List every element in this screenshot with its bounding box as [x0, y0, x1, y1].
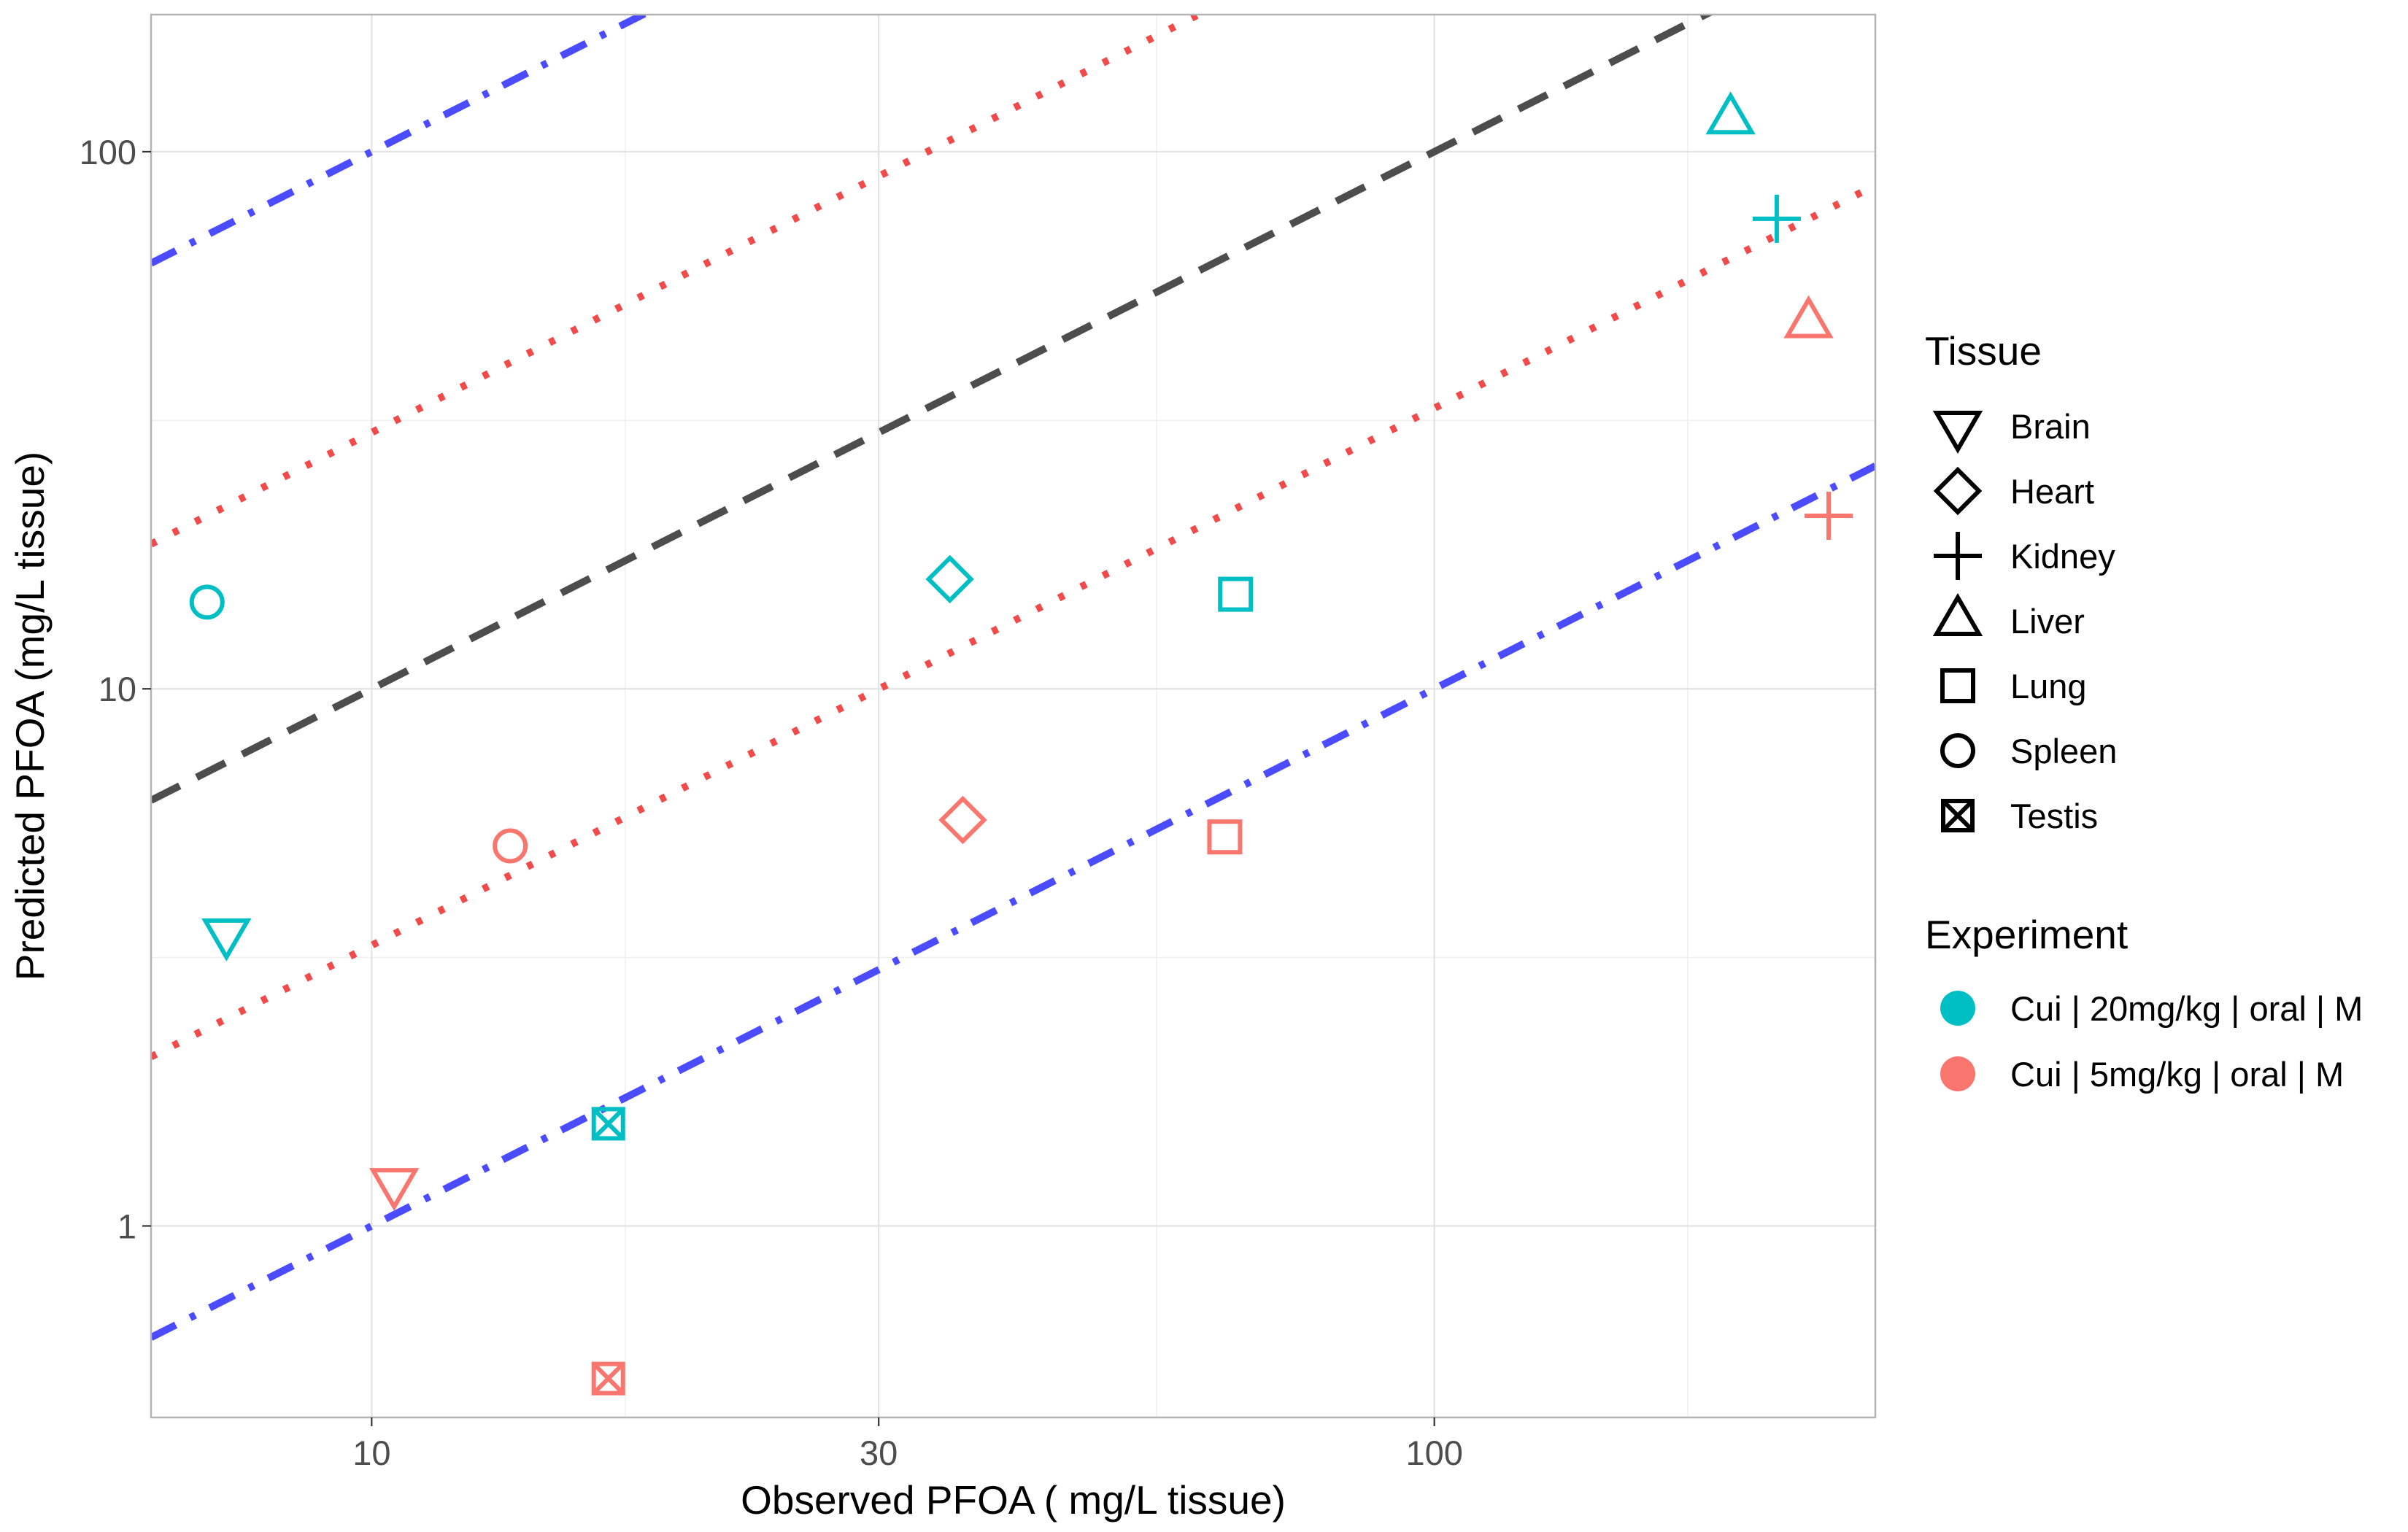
plot-area — [151, 15, 1875, 1396]
point-lung-series-2 — [1207, 819, 1243, 855]
legend-key-heart — [1933, 466, 1983, 516]
legend-label-spleen: Spleen — [2010, 732, 2117, 770]
axis-ticks: 10 30 100 1 10 100 — [80, 133, 1463, 1472]
point-spleen-series-2 — [493, 828, 528, 864]
point-liver-series-1 — [1705, 91, 1756, 135]
y-tick-label: 100 — [80, 133, 136, 171]
legend-label-liver: Liver — [2010, 602, 2085, 641]
legend-label-heart: Heart — [2010, 472, 2094, 511]
y-axis-title: Predicted PFOA (mg/L tissue) — [7, 452, 53, 980]
legend-key-liver — [1932, 593, 1983, 636]
legend-tissue-title: Tissue — [1925, 328, 2042, 374]
grid — [151, 15, 1875, 1417]
legend-experiment-title: Experiment — [1925, 912, 2128, 957]
y-tick-label: 1 — [117, 1207, 136, 1245]
legend-label-lung: Lung — [2010, 667, 2087, 705]
point-lung-series-1 — [1218, 576, 1254, 612]
x-tick-label: 10 — [352, 1434, 390, 1472]
legend-label-kidney: Kidney — [2010, 537, 2115, 576]
point-kidney-series-1 — [1752, 194, 1801, 243]
legend-key-brain — [1932, 411, 1983, 454]
point-kidney-series-2 — [1805, 491, 1853, 540]
point-heart-series-1 — [925, 554, 974, 604]
legend-experiment: Experiment Cui | 20mg/kg | oral | M Cui |… — [1925, 912, 2363, 1094]
reference-line-dotdash — [151, 463, 1875, 1341]
legend-key-testis — [1941, 799, 1975, 832]
legend-key-kidney — [1934, 532, 1982, 580]
legend-label-experiment-1: Cui | 20mg/kg | oral | M — [2010, 989, 2363, 1028]
legend-label-testis: Testis — [2010, 797, 2098, 835]
legend-label-experiment-2: Cui | 5mg/kg | oral | M — [2010, 1055, 2344, 1094]
x-axis-title: Observed PFOA ( mg/L tissue) — [741, 1477, 1286, 1523]
point-liver-series-2 — [1783, 295, 1834, 338]
point-heart-series-2 — [938, 795, 987, 845]
point-brain-series-2 — [368, 1168, 420, 1212]
legend-swatch-2 — [1940, 1056, 1975, 1091]
x-tick-label: 30 — [860, 1434, 898, 1472]
reference-line-dashed — [151, 15, 1714, 804]
series-2 — [368, 295, 1853, 1396]
point-testis-series-2 — [591, 1361, 625, 1396]
point-spleen-series-1 — [189, 584, 225, 620]
x-tick-label: 100 — [1405, 1434, 1462, 1472]
series-1 — [189, 91, 1801, 1141]
point-brain-series-1 — [201, 918, 252, 962]
point-testis-series-1 — [591, 1107, 625, 1141]
plot-border — [150, 13, 1877, 1419]
legend-swatch-1 — [1940, 991, 1975, 1026]
legend-label-brain: Brain — [2010, 407, 2091, 446]
legend-key-spleen — [1940, 733, 1975, 768]
legend-tissue: Tissue Brain Heart Kidney Liver Lung Spleen Te… — [1925, 328, 2117, 835]
y-tick-label: 10 — [99, 670, 136, 708]
legend-key-lung — [1940, 668, 1975, 703]
